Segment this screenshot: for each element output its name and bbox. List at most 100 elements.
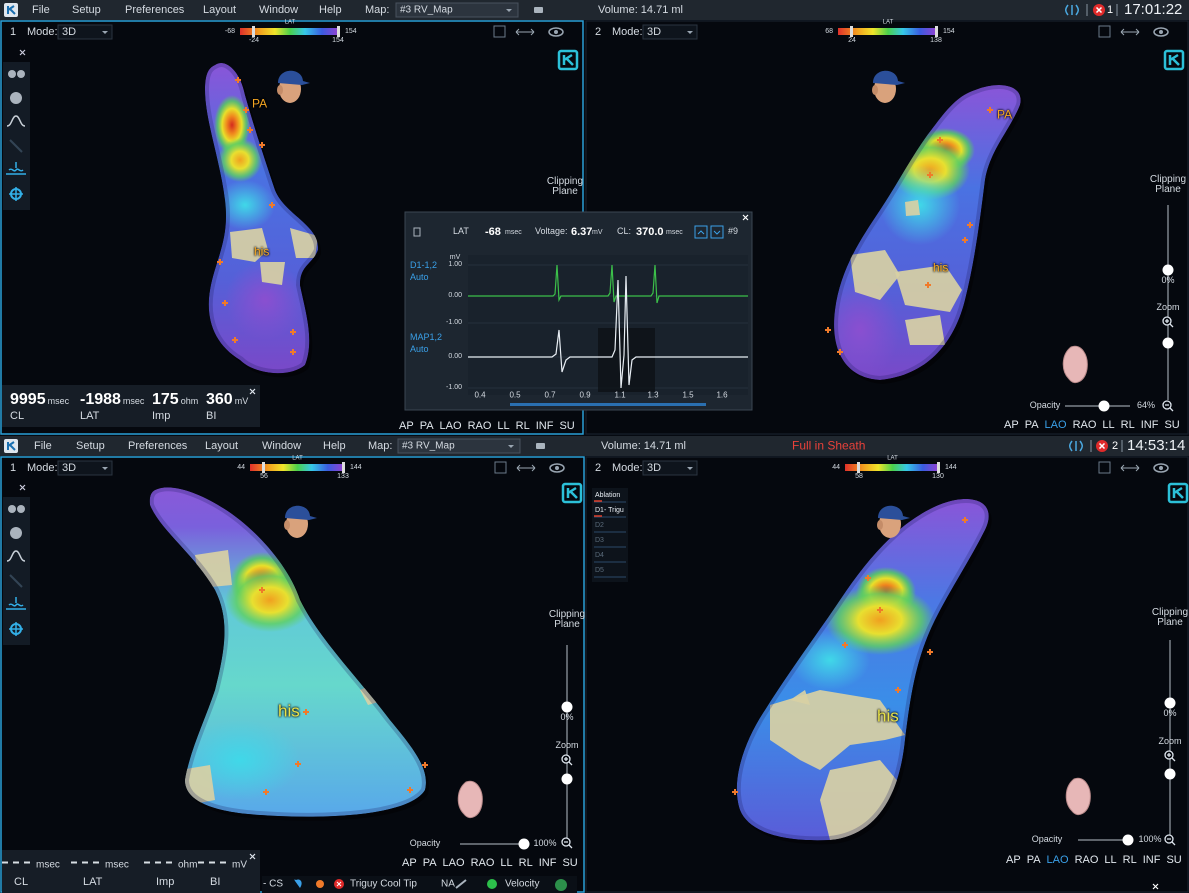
view-button[interactable]: LAO: [442, 857, 465, 869]
lat-scale-thumb: [850, 26, 853, 37]
tool-icon: [8, 70, 16, 78]
view-button[interactable]: RAO: [1072, 419, 1097, 431]
clipping-value: 0%: [1161, 275, 1175, 286]
view-button[interactable]: RAO: [467, 420, 492, 432]
lat-scale-bar: [240, 28, 340, 35]
x-label: 0.9: [579, 390, 591, 400]
catheter-icon: [294, 879, 302, 888]
opacity-knob[interactable]: [518, 838, 530, 850]
view-buttons: AP PA LAO RAO LL RL INF SU: [402, 857, 578, 869]
channel-item[interactable]: D5: [595, 567, 604, 575]
close-icon: [1152, 883, 1159, 890]
velocity-label: Velocity: [505, 878, 540, 890]
menu-item[interactable]: Window: [259, 3, 299, 16]
view-button[interactable]: PA: [419, 420, 434, 432]
view-button[interactable]: INF: [535, 420, 554, 432]
view-button[interactable]: LL: [1104, 854, 1117, 866]
view-button[interactable]: AP: [399, 420, 414, 432]
view-button[interactable]: SU: [562, 857, 578, 869]
channel-item[interactable]: D3: [595, 537, 604, 545]
map-patch: [260, 262, 285, 285]
menu-item[interactable]: Help: [319, 3, 342, 16]
menu-item[interactable]: Preferences: [128, 439, 188, 452]
y-unit: mV: [449, 254, 461, 262]
volume-readout: Volume: 14.71 ml: [598, 3, 683, 16]
stat-empty: [2, 861, 30, 864]
clipping-knob[interactable]: [1162, 264, 1174, 276]
opacity-knob[interactable]: [1098, 400, 1110, 412]
menu-item[interactable]: Layout: [203, 3, 237, 16]
status-message: Full in Sheath: [792, 438, 866, 453]
clipping-knob[interactable]: [561, 701, 573, 713]
lat-scale-bar: [838, 28, 938, 35]
channel-item[interactable]: D2: [595, 522, 604, 530]
menu-item[interactable]: Setup: [72, 3, 101, 16]
view-button[interactable]: SU: [1166, 854, 1182, 866]
menu-item[interactable]: Preferences: [125, 3, 185, 16]
view-button[interactable]: RAO: [1074, 854, 1099, 866]
map-select[interactable]: #3 RV_Map: [400, 4, 453, 16]
mode-select[interactable]: 3D: [62, 461, 77, 474]
mode-select[interactable]: 3D: [647, 461, 662, 474]
zoom-knob[interactable]: [561, 773, 573, 785]
view-button[interactable]: RL: [1120, 419, 1135, 431]
zoom-out-minus: [1165, 404, 1174, 412]
view-button[interactable]: AP: [402, 857, 417, 869]
channel-item[interactable]: Ablation: [595, 492, 621, 500]
view-button[interactable]: RL: [518, 857, 533, 869]
channel-mode: Auto: [410, 344, 429, 355]
view-button[interactable]: INF: [538, 857, 557, 869]
stat-unit: msec: [36, 859, 60, 871]
view-button[interactable]: PA: [1026, 854, 1041, 866]
catheter-name[interactable]: Triguy Cool Tip: [350, 878, 417, 890]
app-logo-mark: [1172, 486, 1184, 499]
view-button[interactable]: PA: [422, 857, 437, 869]
view-button[interactable]: LAO: [439, 420, 462, 432]
view-button[interactable]: INF: [1142, 854, 1161, 866]
menu-item[interactable]: Setup: [76, 439, 105, 452]
menu-item[interactable]: File: [34, 439, 52, 452]
view-button[interactable]: SU: [1164, 419, 1180, 431]
view-button[interactable]: INF: [1140, 419, 1159, 431]
view-button[interactable]: LL: [500, 857, 513, 869]
stat-label: Imp: [156, 875, 175, 888]
channel-item[interactable]: D1- Trigu: [595, 507, 624, 515]
map-surface: [205, 63, 319, 374]
menu-item[interactable]: Layout: [205, 439, 239, 452]
view-button[interactable]: RAO: [470, 857, 495, 869]
tool-icon: [17, 70, 25, 78]
map-blob: [225, 568, 315, 632]
map-select[interactable]: #3 RV_Map: [402, 440, 455, 452]
menu-item[interactable]: File: [32, 3, 50, 16]
menu-item[interactable]: Window: [262, 439, 302, 452]
scale-min: -68: [224, 28, 235, 36]
stat-unit: mV: [232, 859, 247, 871]
zoom-knob[interactable]: [1164, 768, 1176, 780]
beat-nav-button[interactable]: [694, 225, 708, 239]
view-button[interactable]: SU: [559, 420, 575, 432]
point-marker: [247, 127, 253, 133]
opacity-knob[interactable]: [1122, 834, 1134, 846]
point-marker: [962, 517, 968, 523]
mode-dropdown: [642, 24, 698, 40]
view-button[interactable]: LAO: [1044, 419, 1067, 431]
zoom-knob[interactable]: [1162, 337, 1174, 349]
view-button[interactable]: AP: [1006, 854, 1021, 866]
point-marker: [877, 607, 883, 613]
clipping-knob[interactable]: [1164, 697, 1176, 709]
mode-select[interactable]: 3D: [62, 25, 77, 38]
mode-label: Mode:: [27, 461, 58, 474]
point-marker: [837, 349, 843, 355]
view-button[interactable]: RL: [515, 420, 530, 432]
stat-label: BI: [206, 409, 217, 422]
channel-item[interactable]: D4: [595, 552, 604, 560]
beat-nav-button[interactable]: [710, 225, 724, 239]
view-button[interactable]: PA: [1024, 419, 1039, 431]
mode-select[interactable]: 3D: [647, 25, 662, 38]
view-button[interactable]: AP: [1004, 419, 1019, 431]
view-button[interactable]: LL: [1102, 419, 1115, 431]
view-button[interactable]: LAO: [1046, 854, 1069, 866]
menu-item[interactable]: Help: [323, 439, 346, 452]
view-button[interactable]: RL: [1122, 854, 1137, 866]
view-button[interactable]: LL: [497, 420, 510, 432]
